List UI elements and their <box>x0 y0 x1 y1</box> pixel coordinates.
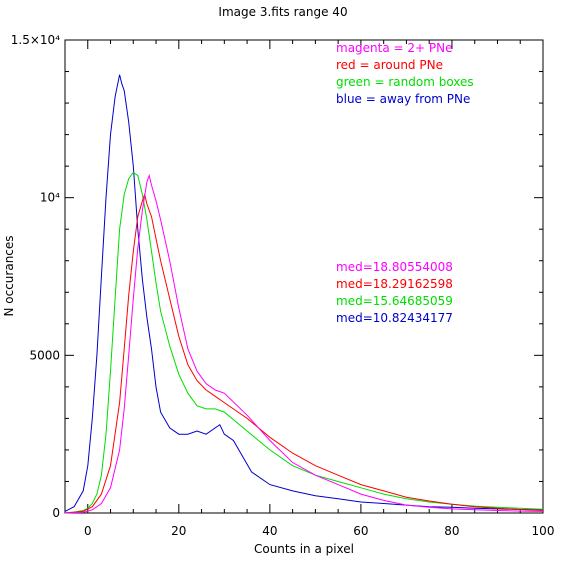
legend-entry: green = random boxes <box>336 75 474 89</box>
median-labels: med=18.80554008 med=18.29162598 med=15.646… <box>336 260 453 325</box>
x-tick-label: 60 <box>353 524 368 538</box>
y-axis: 0 5000 10⁴ 1.5×10⁴ <box>11 33 543 520</box>
series-line-0 <box>64 74 544 512</box>
x-tick-label: 80 <box>444 524 459 538</box>
x-tick-label: 40 <box>262 524 277 538</box>
y-tick-label: 1.5×10⁴ <box>11 33 60 47</box>
series-line-2 <box>64 192 544 514</box>
y-axis-label: N occurances <box>2 235 16 316</box>
series-line-1 <box>64 171 544 514</box>
y-tick-label: 5000 <box>29 348 60 362</box>
series-group <box>64 74 544 514</box>
plot-frame <box>64 39 544 514</box>
legend: magenta = 2+ PNe red = around PNe green = … <box>336 41 474 106</box>
y-tick-label: 0 <box>52 506 60 520</box>
legend-entry: magenta = 2+ PNe <box>336 41 453 55</box>
median-label: med=18.80554008 <box>336 260 453 274</box>
y-tick-label: 10⁴ <box>40 191 60 205</box>
x-tick-label: 20 <box>171 524 186 538</box>
x-tick-label: 100 <box>532 524 555 538</box>
median-label: med=10.82434177 <box>336 311 453 325</box>
x-tick-label: 0 <box>84 524 92 538</box>
legend-entry: blue = away from PNe <box>336 92 470 106</box>
legend-entry: red = around PNe <box>336 58 443 72</box>
chart-title: Image 3.fits range 40 <box>218 5 347 19</box>
median-label: med=15.64685059 <box>336 294 453 308</box>
x-axis: 0 20 40 60 80 100 <box>64 40 555 538</box>
x-axis-label: Counts in a pixel <box>254 542 354 556</box>
series-line-3 <box>64 173 544 514</box>
median-label: med=18.29162598 <box>336 277 453 291</box>
